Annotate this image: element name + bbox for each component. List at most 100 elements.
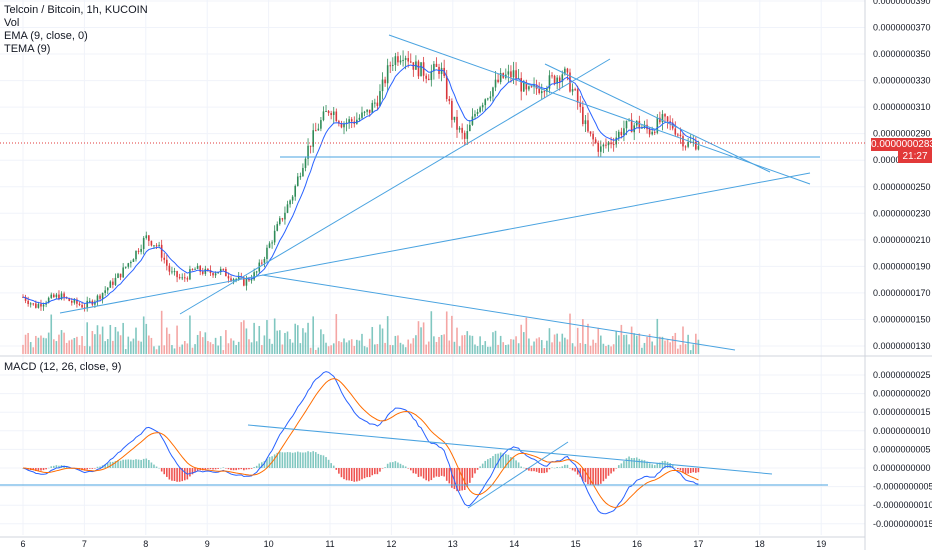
volume-bar <box>669 342 671 354</box>
candle-body <box>219 268 222 273</box>
volume-bar <box>630 326 633 354</box>
macd-histogram-bar <box>479 466 481 468</box>
symbol-title[interactable]: Telcoin / Bitcoin, 1h, KUCOIN <box>4 4 148 16</box>
macd-histogram-bar <box>651 464 653 468</box>
ema-line <box>22 64 699 305</box>
macd-histogram-bar <box>312 451 314 468</box>
candle-body <box>317 128 320 131</box>
volume-bar <box>261 345 263 354</box>
volume-bar <box>474 344 476 354</box>
macd-histogram-bar <box>389 462 392 468</box>
macd-axis-label: 0.0000000025 <box>873 370 931 380</box>
candle-body <box>35 303 37 308</box>
volume-bar <box>551 342 553 354</box>
candle-body <box>597 142 600 152</box>
macd-histogram-bar <box>422 468 425 479</box>
macd-histogram-bar <box>617 465 620 468</box>
volume-legend[interactable]: Vol <box>4 17 20 29</box>
volume-bar <box>132 338 135 354</box>
macd-histogram-bar <box>243 468 245 471</box>
macd-histogram-bar <box>294 452 297 468</box>
macd-histogram-bar <box>348 468 350 481</box>
candle-body <box>29 303 32 305</box>
candle-body <box>327 110 330 114</box>
volume-bar <box>109 324 112 354</box>
candle-body <box>235 278 237 280</box>
volume-bar <box>638 333 641 354</box>
macd-histogram-bar <box>648 463 651 468</box>
candle-body <box>433 63 435 72</box>
candle-body <box>53 294 55 298</box>
macd-histogram-bar <box>535 468 538 472</box>
candle-body <box>168 265 171 272</box>
candle-body <box>42 304 45 307</box>
volume-bar <box>386 316 389 354</box>
candle-body <box>320 120 322 129</box>
candle-body <box>348 119 350 123</box>
candle-body <box>607 142 610 146</box>
volume-bar <box>617 335 620 354</box>
macd-histogram-bar <box>214 468 217 470</box>
candle-body <box>222 268 225 270</box>
candle-body <box>653 131 656 133</box>
macd-histogram-bar <box>653 465 656 468</box>
volume-bar <box>389 344 392 354</box>
volume-bar <box>335 314 338 354</box>
price-axis-label: 0.0000000230 <box>873 208 931 218</box>
volume-bar <box>635 335 638 354</box>
volume-bar <box>88 346 91 354</box>
candle-body <box>286 204 289 213</box>
volume-bar <box>628 344 630 354</box>
macd-histogram-bar <box>255 465 258 468</box>
volume-bar <box>394 335 397 354</box>
candle-body <box>571 89 574 92</box>
candle-body <box>409 61 412 63</box>
time-axis-label: 11 <box>325 539 334 549</box>
volume-bar <box>466 331 469 354</box>
candle-body <box>358 117 361 120</box>
tema-legend[interactable]: TEMA (9) <box>4 43 51 55</box>
candle-body <box>68 298 71 302</box>
trendline-upper-resistance <box>388 34 811 185</box>
macd-histogram-bar <box>237 468 240 470</box>
macd-histogram-bar <box>227 468 230 470</box>
macd-histogram-bar <box>166 468 168 477</box>
candle-body <box>492 87 494 97</box>
volume-bar <box>492 332 494 354</box>
volume-bar <box>402 344 404 354</box>
candle-body <box>243 277 245 286</box>
volume-bar <box>268 338 271 354</box>
macd-histogram-bar <box>37 468 40 471</box>
volume-bar <box>40 335 42 354</box>
volume-bar <box>240 322 243 354</box>
ema-legend[interactable]: EMA (9, close, 0) <box>4 30 88 42</box>
candle-body <box>620 131 623 136</box>
candle-body <box>343 123 345 128</box>
candle-body <box>127 263 130 267</box>
volume-bar <box>553 334 556 354</box>
candle-body <box>266 247 268 260</box>
volume-bar <box>520 324 523 354</box>
macd-histogram-bar <box>40 468 42 471</box>
macd-histogram-bar <box>263 461 266 468</box>
volume-bar <box>253 322 255 354</box>
macd-histogram-bar <box>638 458 641 468</box>
macd-histogram-bar <box>55 465 58 468</box>
volume-bar <box>73 338 76 354</box>
macd-histogram-bar <box>569 468 571 469</box>
macd-legend[interactable]: MACD (12, 26, close, 9) <box>4 361 122 373</box>
macd-axis-label: 0.0000000010 <box>873 426 931 436</box>
candle-body <box>392 64 394 66</box>
volume-bar <box>155 349 158 354</box>
macd-histogram-bar <box>543 468 546 474</box>
macd-histogram-bar <box>515 460 517 468</box>
volume-bar <box>538 337 540 354</box>
macd-histogram-bar <box>510 457 512 468</box>
candle-body <box>314 130 317 132</box>
volume-bar <box>379 324 381 354</box>
macd-axis-label: -0.0000000010 <box>873 500 932 510</box>
macd-histogram-bar <box>517 462 520 468</box>
candle-body <box>574 89 576 91</box>
candle-body <box>695 141 697 150</box>
